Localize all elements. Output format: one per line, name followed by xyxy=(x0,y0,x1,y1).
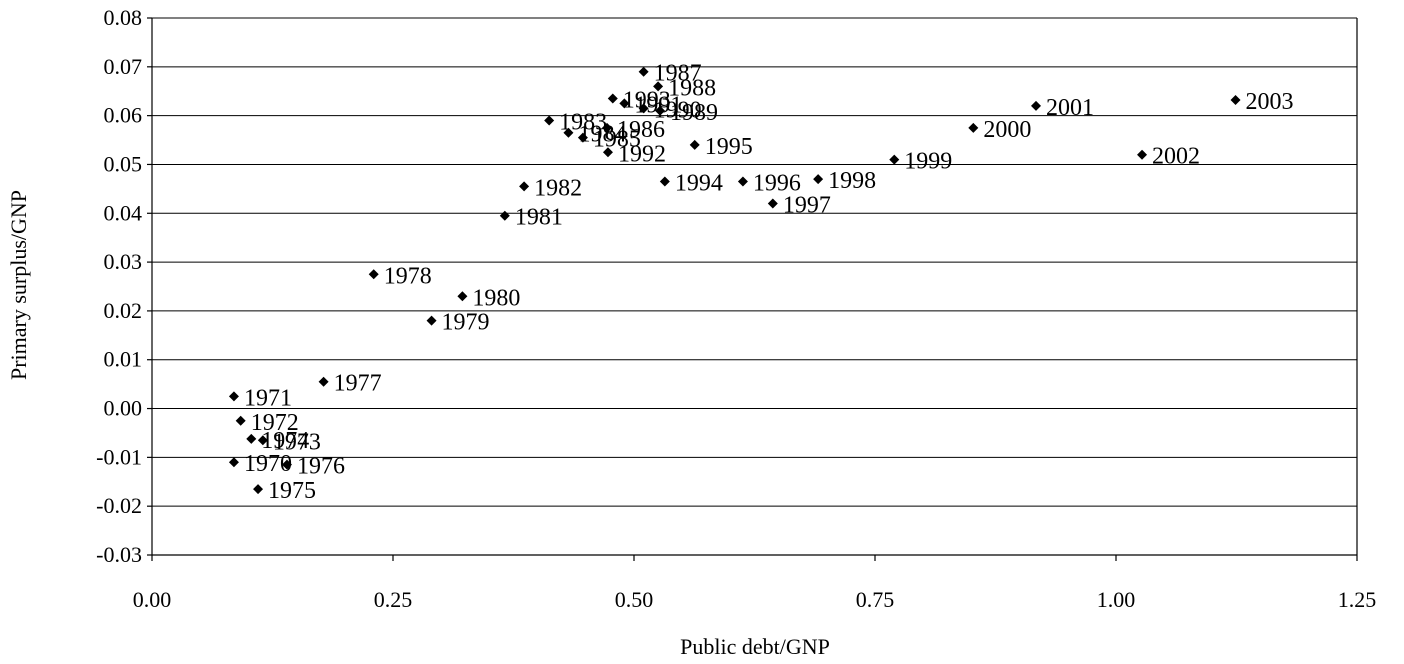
data-point-1998 xyxy=(813,174,824,185)
data-label-1980: 1980 xyxy=(472,285,520,311)
data-label-2000: 2000 xyxy=(983,117,1031,143)
data-label-2001: 2001 xyxy=(1046,95,1094,121)
data-point-1982 xyxy=(519,181,530,192)
data-label-2002: 2002 xyxy=(1152,144,1200,170)
y-tick-label: 0.01 xyxy=(104,347,143,372)
data-point-1984 xyxy=(563,127,574,138)
gridlines xyxy=(152,17,1357,556)
data-point-1979 xyxy=(426,315,437,326)
y-tick-label: 0.04 xyxy=(104,200,143,225)
x-axis-title: Public debt/GNP xyxy=(680,634,830,659)
data-label-1995: 1995 xyxy=(705,134,753,160)
data-label-1998: 1998 xyxy=(828,168,876,194)
data-point-1983 xyxy=(544,115,555,126)
data-label-1985: 1985 xyxy=(593,127,641,153)
data-point-1997 xyxy=(767,198,778,209)
data-label-1990: 1990 xyxy=(654,97,702,123)
data-label-1974: 1974 xyxy=(261,428,309,454)
data-label-1997: 1997 xyxy=(783,193,831,219)
data-label-1982: 1982 xyxy=(534,175,582,201)
data-label-1991: 1991 xyxy=(634,92,682,118)
data-point-1978 xyxy=(368,269,379,280)
data-label-1987: 1987 xyxy=(654,61,702,87)
y-tick-label: 0.02 xyxy=(104,298,143,323)
data-label-1996: 1996 xyxy=(753,171,801,197)
data-label-1971: 1971 xyxy=(244,385,292,411)
data-label-1978: 1978 xyxy=(384,263,432,289)
y-tick-label: 0.03 xyxy=(104,249,143,274)
data-label-1992: 1992 xyxy=(618,141,666,167)
data-point-1976 xyxy=(281,459,292,470)
x-tick-label: 0.50 xyxy=(615,587,654,612)
data-label-1984: 1984 xyxy=(578,122,626,148)
y-tick-label: -0.01 xyxy=(96,444,142,469)
data-label-1983: 1983 xyxy=(559,110,607,136)
data-label-1970: 1970 xyxy=(244,451,292,477)
data-point-1986 xyxy=(602,122,613,133)
data-point-1991 xyxy=(619,98,630,109)
data-point-1996 xyxy=(737,176,748,187)
data-label-1979: 1979 xyxy=(442,310,490,336)
data-point-1993 xyxy=(607,93,618,104)
x-tick-label: 0.00 xyxy=(133,587,172,612)
data-label-1976: 1976 xyxy=(297,454,345,480)
data-label-1972: 1972 xyxy=(251,410,299,436)
data-point-1974 xyxy=(246,433,257,444)
y-axis-title: Primary surplus/GNP xyxy=(6,190,31,380)
data-point-1987 xyxy=(638,66,649,77)
data-label-1988: 1988 xyxy=(668,75,716,101)
data-point-1980 xyxy=(457,291,468,302)
data-label-1989: 1989 xyxy=(670,100,718,126)
y-tick-label: 0.00 xyxy=(104,396,143,421)
data-label-1986: 1986 xyxy=(617,117,665,143)
data-point-1994 xyxy=(659,176,670,187)
data-point-1972 xyxy=(235,415,246,426)
tick-labels: -0.03 -0.02 -0.01 0.00 0.01 0.02 0.03 0.04 0.05 0… xyxy=(96,5,1376,612)
data-point-2003 xyxy=(1230,95,1241,106)
data-point-1971 xyxy=(228,391,239,402)
data-point-2001 xyxy=(1030,100,1041,111)
x-tick-label: 1.25 xyxy=(1338,587,1377,612)
data-point-1995 xyxy=(689,139,700,150)
data-point-1988 xyxy=(653,81,664,92)
x-tick-label: 1.00 xyxy=(1097,587,1136,612)
x-tick-label: 0.75 xyxy=(856,587,895,612)
data-label-1977: 1977 xyxy=(334,371,382,397)
y-tick-label: 0.08 xyxy=(104,5,143,30)
data-point-2000 xyxy=(968,122,979,133)
data-label-1994: 1994 xyxy=(675,171,723,197)
data-point-1989 xyxy=(655,105,666,116)
data-label-1993: 1993 xyxy=(623,88,671,114)
data-label-1973: 1973 xyxy=(273,429,321,455)
data-point-1970 xyxy=(228,457,239,468)
data-point-1990 xyxy=(638,103,649,114)
data-label-1999: 1999 xyxy=(904,149,952,175)
y-tick-label: -0.03 xyxy=(96,542,142,567)
data-label-1975: 1975 xyxy=(268,478,316,504)
data-point-1977 xyxy=(318,376,329,387)
axes xyxy=(147,17,1358,561)
y-tick-label: 0.07 xyxy=(104,54,143,79)
data-point-1992 xyxy=(602,147,613,158)
y-tick-label: -0.02 xyxy=(96,493,142,518)
data-point-1973 xyxy=(257,435,268,446)
x-tick-label: 0.25 xyxy=(374,587,413,612)
y-tick-label: 0.05 xyxy=(104,151,143,176)
data-label-1981: 1981 xyxy=(515,205,563,231)
data-point-1975 xyxy=(253,484,264,495)
data-point-2002 xyxy=(1137,149,1148,160)
data-point-1999 xyxy=(889,154,900,165)
data-points xyxy=(228,66,1241,495)
y-tick-label: 0.06 xyxy=(104,103,143,128)
data-point-1981 xyxy=(499,210,510,221)
data-point-1985 xyxy=(577,132,588,143)
data-label-2003: 2003 xyxy=(1246,89,1294,115)
